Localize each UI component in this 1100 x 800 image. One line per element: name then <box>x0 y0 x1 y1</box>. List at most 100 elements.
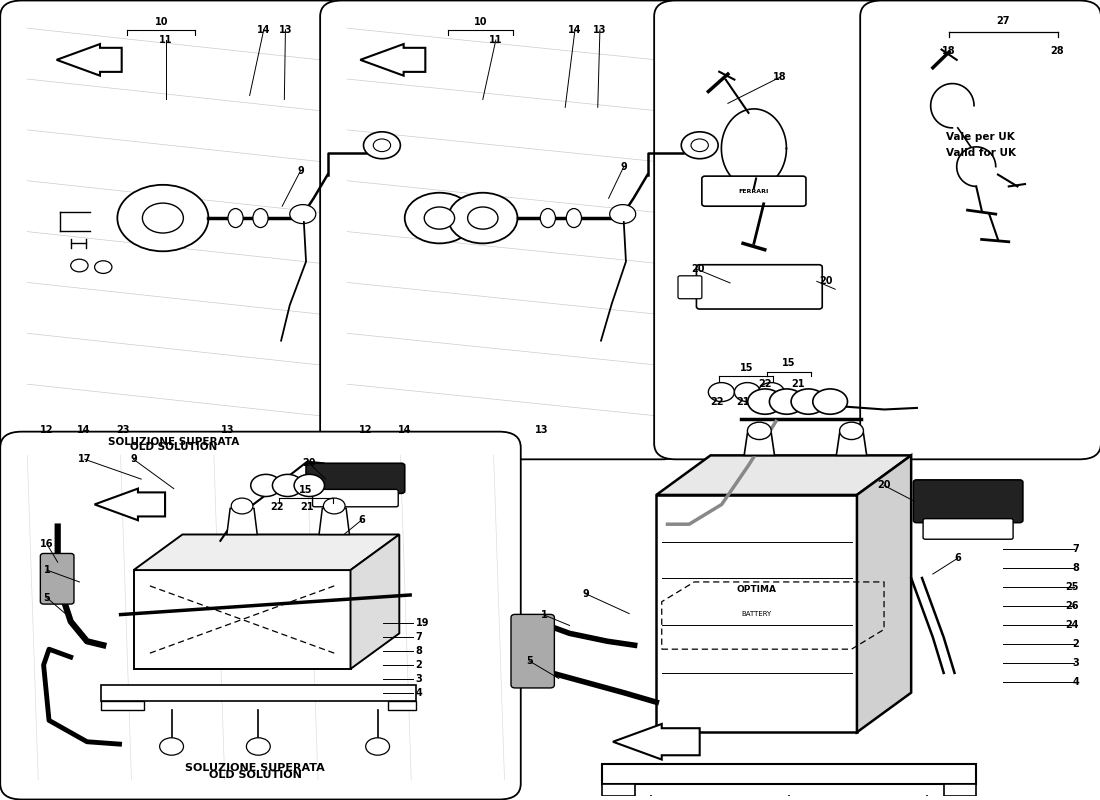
Circle shape <box>251 474 282 497</box>
Circle shape <box>708 382 735 402</box>
Circle shape <box>839 422 864 439</box>
FancyBboxPatch shape <box>306 463 405 494</box>
Text: 2: 2 <box>1072 638 1079 649</box>
Text: 14: 14 <box>77 425 90 435</box>
FancyBboxPatch shape <box>678 276 702 298</box>
Text: 21: 21 <box>791 379 804 389</box>
Text: 12: 12 <box>359 425 373 435</box>
Text: 15: 15 <box>782 358 795 368</box>
FancyBboxPatch shape <box>0 1 348 459</box>
Polygon shape <box>319 508 350 534</box>
FancyBboxPatch shape <box>860 1 1100 459</box>
Circle shape <box>273 474 303 497</box>
Text: 9: 9 <box>297 166 304 175</box>
Circle shape <box>289 205 316 223</box>
Text: 7: 7 <box>1072 544 1079 554</box>
Circle shape <box>769 389 804 414</box>
Circle shape <box>609 205 636 223</box>
Text: 8: 8 <box>1072 562 1079 573</box>
Text: 6: 6 <box>358 515 365 526</box>
Circle shape <box>425 207 454 229</box>
Text: Vale per UK: Vale per UK <box>946 132 1015 142</box>
Polygon shape <box>133 570 351 669</box>
Text: 24: 24 <box>1066 620 1079 630</box>
Circle shape <box>681 132 718 158</box>
Circle shape <box>691 139 708 152</box>
Circle shape <box>323 498 345 514</box>
Circle shape <box>448 193 517 243</box>
Text: 11: 11 <box>160 35 173 45</box>
Text: SOLUZIONE SUPERATA: SOLUZIONE SUPERATA <box>108 437 240 447</box>
Circle shape <box>373 139 390 152</box>
Text: BATTERY: BATTERY <box>741 610 772 617</box>
Text: 13: 13 <box>535 425 548 435</box>
FancyBboxPatch shape <box>654 1 890 459</box>
FancyBboxPatch shape <box>312 490 398 506</box>
Text: 7: 7 <box>416 632 422 642</box>
Text: 19: 19 <box>416 618 429 628</box>
Polygon shape <box>133 534 399 570</box>
Polygon shape <box>836 434 867 455</box>
FancyBboxPatch shape <box>696 265 822 309</box>
Text: 4: 4 <box>416 688 422 698</box>
Circle shape <box>468 207 498 229</box>
Polygon shape <box>361 44 426 76</box>
Text: OLD SOLUTION: OLD SOLUTION <box>130 442 218 452</box>
Text: 5: 5 <box>44 593 51 602</box>
Polygon shape <box>351 534 399 669</box>
Text: 14: 14 <box>398 425 411 435</box>
Text: 2: 2 <box>416 660 422 670</box>
Circle shape <box>160 738 184 755</box>
Circle shape <box>95 261 112 274</box>
Text: 20: 20 <box>302 458 316 468</box>
Text: 1: 1 <box>44 565 51 575</box>
Text: 10: 10 <box>154 17 168 26</box>
Text: 20: 20 <box>691 265 704 274</box>
FancyBboxPatch shape <box>0 432 520 799</box>
Text: 13: 13 <box>593 25 607 34</box>
Text: 23: 23 <box>116 425 130 435</box>
Text: 17: 17 <box>78 454 91 464</box>
Circle shape <box>748 389 782 414</box>
Polygon shape <box>101 685 416 701</box>
Circle shape <box>791 389 826 414</box>
Text: 22: 22 <box>758 379 772 389</box>
Text: 9: 9 <box>620 162 627 172</box>
FancyBboxPatch shape <box>923 518 1013 539</box>
Polygon shape <box>101 701 144 710</box>
Polygon shape <box>944 784 976 795</box>
Text: passion for...: passion for... <box>654 471 918 646</box>
Polygon shape <box>602 764 976 784</box>
Polygon shape <box>95 489 165 520</box>
FancyBboxPatch shape <box>512 614 554 688</box>
Text: 13: 13 <box>278 25 293 34</box>
FancyBboxPatch shape <box>320 1 683 459</box>
Text: 22: 22 <box>711 398 724 407</box>
Text: 18: 18 <box>943 46 956 56</box>
Text: 3: 3 <box>1072 658 1079 668</box>
Text: 9: 9 <box>582 589 590 599</box>
Text: FERRARI: FERRARI <box>739 189 769 194</box>
Circle shape <box>231 498 253 514</box>
Polygon shape <box>227 508 257 534</box>
Text: 21: 21 <box>300 502 313 512</box>
FancyBboxPatch shape <box>913 480 1023 522</box>
Polygon shape <box>56 44 122 76</box>
Polygon shape <box>745 434 774 455</box>
Text: 27: 27 <box>997 16 1010 26</box>
Polygon shape <box>857 455 911 732</box>
Polygon shape <box>602 784 635 795</box>
Circle shape <box>365 738 389 755</box>
Circle shape <box>735 382 760 402</box>
Text: 4: 4 <box>1072 677 1079 686</box>
Polygon shape <box>388 701 416 710</box>
Polygon shape <box>657 455 911 495</box>
Text: 15: 15 <box>739 363 754 373</box>
Ellipse shape <box>540 209 556 227</box>
Text: 26: 26 <box>1066 601 1079 610</box>
Circle shape <box>813 389 847 414</box>
Text: 21: 21 <box>736 398 750 407</box>
Text: 12: 12 <box>40 425 54 435</box>
Text: OPTIMA: OPTIMA <box>737 586 777 594</box>
Circle shape <box>363 132 400 158</box>
